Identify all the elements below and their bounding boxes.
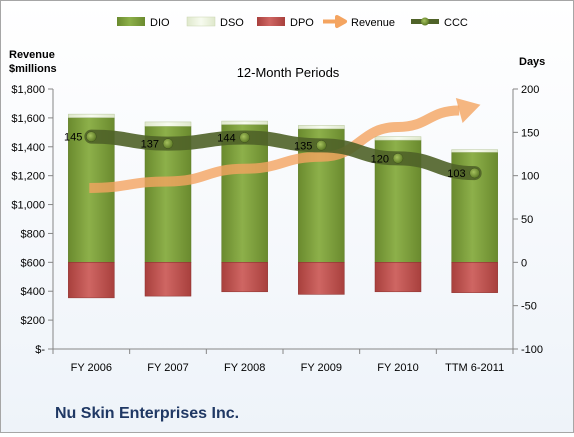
dso-bar [68, 113, 115, 118]
right-axis-tick-label: 200 [521, 84, 539, 96]
revenue-line [89, 105, 460, 193]
x-axis-category-label: FY 2010 [377, 362, 418, 374]
ccc-data-label: 144 [217, 133, 235, 145]
dso-bar [144, 121, 192, 127]
dso-bar [374, 136, 422, 141]
x-axis-tick-labels: FY 2006 FY 2007 FY 2008 FY 2009 FY 2010 TTM 6… [71, 362, 505, 374]
dso-bar [451, 149, 498, 153]
left-axis-tick-label: $1,400 [11, 142, 45, 154]
legend-dpo-swatch [257, 17, 285, 26]
ccc-marker [316, 140, 327, 151]
legend-dso-label: DSO [220, 17, 244, 29]
dso-bar [298, 125, 345, 130]
ccc-data-label: 103 [447, 168, 465, 180]
legend-dio-label: DIO [150, 17, 170, 29]
ccc-marker [239, 132, 250, 143]
left-axis-tick-label: $600 [21, 257, 45, 269]
left-axis-label-line1: Revenue [9, 49, 55, 61]
ccc-data-label: 135 [294, 140, 312, 152]
ccc-marker [86, 131, 97, 142]
left-axis-tick-label: $1,000 [11, 200, 45, 212]
legend-dpo-label: DPO [290, 17, 314, 29]
right-axis-tick-label: 150 [521, 127, 539, 139]
legend-dio-swatch [117, 17, 145, 26]
right-axis-tick-label: 100 [521, 171, 539, 183]
left-axis-label-line2: $millions [9, 63, 57, 75]
dio-bar [221, 124, 268, 263]
ccc-series: 145 137 144 135 120 103 [64, 129, 482, 181]
x-axis-category-label: FY 2008 [224, 362, 265, 374]
legend: DIO DSO DPO Revenue CCC [117, 15, 468, 29]
right-axis-tick-label: 50 [521, 214, 533, 226]
left-axis-tick-label: $1,600 [11, 113, 45, 125]
left-axis-tick-label: $800 [21, 228, 45, 240]
ccc-marker [392, 153, 404, 164]
ccc-data-label: 137 [141, 139, 159, 151]
legend-revenue-arrow-icon [323, 15, 347, 28]
right-axis-tick-label: 0 [521, 257, 527, 269]
left-axis-tick-label: $1,200 [11, 171, 45, 183]
ccc-data-label: 120 [371, 153, 389, 165]
ccc-line [84, 129, 482, 181]
legend-dso-swatch [186, 16, 216, 27]
left-axis-tick-label: $400 [21, 286, 45, 298]
dpo-bar [374, 262, 422, 293]
legend-ccc-label: CCC [444, 17, 468, 29]
legend-revenue-label: Revenue [351, 17, 395, 29]
company-name: Nu Skin Enterprises Inc. [55, 405, 240, 422]
left-axis-tick-label: $1,800 [11, 84, 45, 96]
ccc-data-label: 145 [64, 132, 82, 144]
legend-ccc-marker [421, 17, 429, 26]
left-axis-tick-label: $- [35, 344, 45, 356]
dpo-bar [221, 262, 268, 293]
revenue-arrowhead [455, 97, 481, 124]
right-axis-tick-label: -50 [521, 301, 537, 313]
right-axis-label: Days [519, 56, 545, 68]
ccc-marker [469, 167, 480, 179]
ccc-marker [162, 138, 174, 149]
left-axis-tick-label: $200 [21, 315, 45, 327]
x-axis-category-label: FY 2009 [301, 362, 342, 374]
dso-bar [221, 120, 268, 125]
revenue-series [89, 97, 481, 193]
x-axis-category-label: FY 2007 [147, 362, 188, 374]
dpo-bar [298, 262, 345, 295]
chart-title: 12-Month Periods [237, 65, 340, 80]
x-axis-category-label: TTM 6-2011 [445, 362, 504, 374]
dpo-bar [68, 262, 115, 299]
dpo-bar [144, 262, 192, 297]
dpo-bar [451, 262, 498, 293]
axes: $- $200 $400 $600 $800 $1,000 $1,200 $1,400 $1,6… [11, 84, 543, 356]
x-axis-category-label: FY 2006 [71, 362, 112, 374]
right-axis-tick-label: -100 [521, 344, 543, 356]
